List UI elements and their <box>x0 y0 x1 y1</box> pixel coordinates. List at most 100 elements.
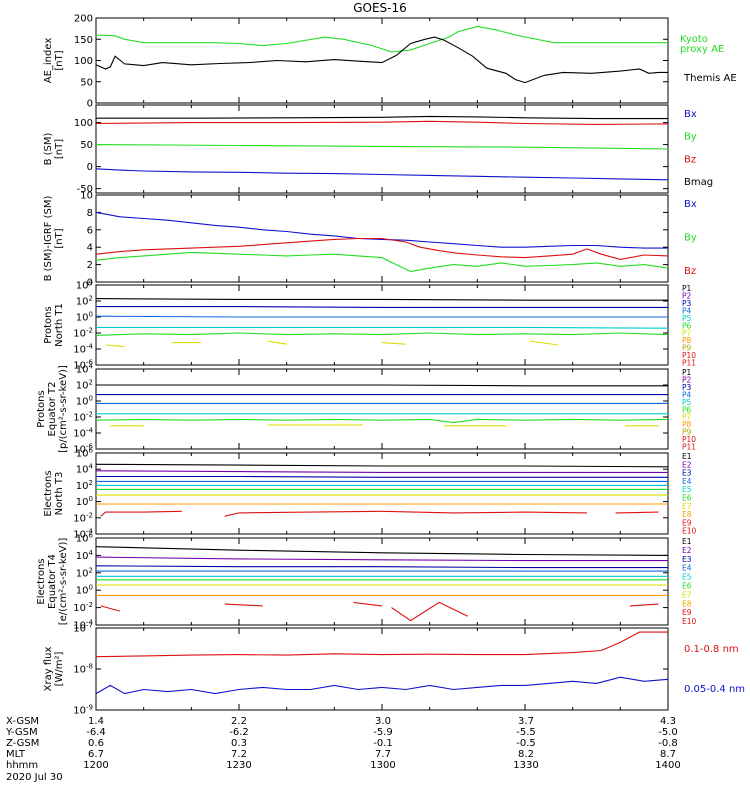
legend-entry: E3 <box>682 469 692 478</box>
legend-entry: 0.1-0.8 nm <box>684 644 739 655</box>
y-tick-label: 10 <box>80 191 93 202</box>
legend-entry: P5 <box>682 314 692 323</box>
series-line <box>615 511 659 514</box>
series-line <box>95 120 669 125</box>
panel-p-t2: 10-6 10-4 10-2 100 102 104 Protons Equator T2 [p… <box>36 363 696 456</box>
series-line <box>95 251 669 273</box>
y-axis-label: [p/(cm²-s-sr-keV)] <box>58 365 69 453</box>
legend-entry: Bx <box>684 109 697 120</box>
y-axis-label: Protons <box>43 306 54 343</box>
series-line <box>95 144 669 150</box>
legend-entry: E6 <box>682 582 692 591</box>
series-line <box>353 601 383 607</box>
legend-entry: E8 <box>682 599 692 608</box>
legend-entry: P7 <box>682 329 692 338</box>
y-tick-label: -50 <box>77 184 93 195</box>
y-axis-label: Protons <box>36 390 47 427</box>
y-axis-label: [e/(cm²-s-sr-keV)] <box>58 538 69 626</box>
series-line <box>95 631 668 658</box>
y-tick-label: 0 <box>87 162 93 173</box>
y-tick-label: 10-4 <box>73 343 93 356</box>
x-tick-label: 8.2 <box>518 749 534 760</box>
legend-entry: E1 <box>682 452 692 461</box>
panel-frame <box>95 627 669 711</box>
y-tick-label: 2 <box>87 260 93 271</box>
legend-entry: P7 <box>682 413 692 422</box>
panel-frame <box>95 368 669 450</box>
legend-entry: E5 <box>682 573 692 582</box>
series-line <box>629 603 659 607</box>
legend-entry: P9 <box>682 344 692 353</box>
panel-bsm-igrf: 0 2 4 6 8 10 B (SM)-IGRF (SM) [nT] Bx By Bz <box>43 191 697 289</box>
legend-entry: P10 <box>682 351 696 360</box>
x-tick-label: 4.3 <box>660 716 676 727</box>
y-axis-label: North T3 <box>54 472 65 516</box>
y-tick-label: 10-2 <box>73 411 93 424</box>
legend-entry: P3 <box>682 383 692 392</box>
y-tick-label: 100 <box>74 118 93 129</box>
x-tick-label: 1230 <box>226 760 251 771</box>
legend-entry: P9 <box>682 428 692 437</box>
x-tick-label: 0.3 <box>231 738 247 749</box>
panel-frame <box>95 17 669 104</box>
y-axis-label: North T1 <box>54 303 65 347</box>
series-line <box>96 475 668 478</box>
y-tick-label: 150 <box>74 35 93 46</box>
legend-entry: Bz <box>684 154 696 165</box>
series-line <box>96 115 668 120</box>
y-tick-label: 106 <box>76 447 94 460</box>
x-tick-label: 1.4 <box>88 716 104 727</box>
y-tick-label: 106 <box>76 532 94 545</box>
panel-frame <box>95 537 669 626</box>
x-tick-label: 2.2 <box>231 716 247 727</box>
x-tick-label: 3.0 <box>375 716 391 727</box>
series-line <box>95 556 668 562</box>
x-tick-label: 1200 <box>83 760 108 771</box>
y-tick-label: 104 <box>76 279 94 292</box>
y-tick-label: 102 <box>76 479 93 492</box>
legend-entry: E3 <box>682 555 692 564</box>
date-label: 2020 Jul 30 <box>6 772 63 783</box>
y-axis-label: B (SM) <box>43 132 54 165</box>
x-row-label: Z-GSM <box>6 738 39 749</box>
y-tick-label: 0 <box>87 99 93 110</box>
legend-entry: E10 <box>682 617 697 626</box>
legend-entry: P4 <box>682 306 692 315</box>
x-tick-label: 7.2 <box>231 749 247 760</box>
legend-entry: E5 <box>682 485 692 494</box>
series-line <box>381 342 406 345</box>
y-tick-label: 10-6 <box>73 359 93 372</box>
y-tick-label: 100 <box>76 495 93 508</box>
series-line <box>100 510 182 517</box>
y-axis-label: Xray flux <box>43 647 54 692</box>
y-tick-label: 10-4 <box>73 619 93 632</box>
x-row-label: X-GSM <box>6 716 39 727</box>
x-row-label: hhmm <box>6 760 38 771</box>
series-line <box>95 470 668 473</box>
legend-entry: E9 <box>682 608 692 617</box>
series-line <box>95 676 669 695</box>
y-tick-label: 50 <box>80 140 93 151</box>
legend-entry: E10 <box>682 527 697 536</box>
chart-title: GOES-16 <box>353 1 407 15</box>
y-axis-label: [W/m²] <box>54 651 65 686</box>
legend-entry: P10 <box>682 435 696 444</box>
legend-entry: Kyoto <box>680 34 708 45</box>
legend-entry: E9 <box>682 518 692 527</box>
legend-entry: P5 <box>682 398 692 407</box>
panel-frame <box>95 284 669 366</box>
legend-entry: P2 <box>682 375 692 384</box>
legend-entry: P6 <box>682 321 692 330</box>
x-tick-label: 1300 <box>370 760 395 771</box>
series-line <box>105 344 125 348</box>
series-line <box>95 546 669 556</box>
series-line <box>95 298 668 301</box>
y-tick-label: 10-6 <box>73 443 93 456</box>
y-tick-label: 104 <box>76 549 94 562</box>
legend-entry: P1 <box>682 368 692 377</box>
y-tick-label: 200 <box>74 14 93 25</box>
legend-entry: E6 <box>682 494 692 503</box>
